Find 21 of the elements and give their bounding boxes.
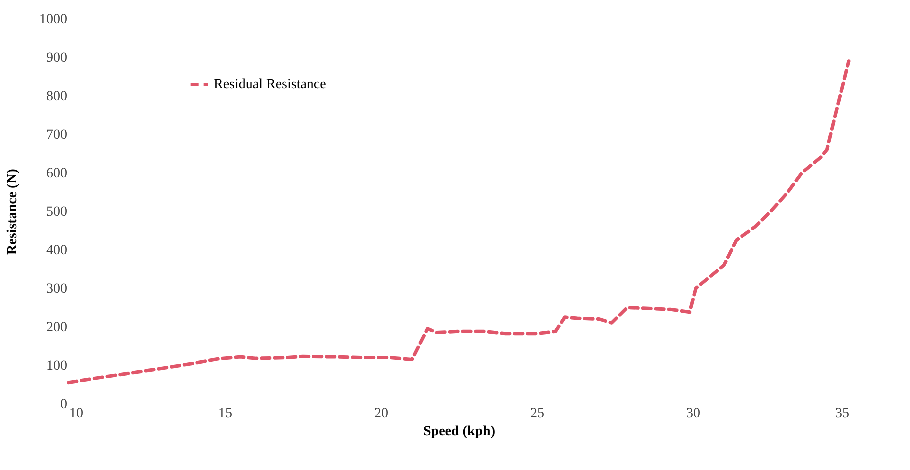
y-tick-label: 1000 xyxy=(40,12,68,28)
y-tick-label: 100 xyxy=(46,359,68,374)
x-tick-label: 20 xyxy=(374,406,388,422)
y-tick-label: 800 xyxy=(46,90,68,104)
x-tick-label: 25 xyxy=(530,406,544,422)
x-tick-label: 15 xyxy=(218,406,232,422)
y-axis-title: Resistance (N) xyxy=(6,168,20,255)
y-tick-label: 700 xyxy=(46,128,68,143)
y-tick-label: 400 xyxy=(46,244,68,258)
legend-label: Residual Resistance xyxy=(214,78,326,92)
y-tick-label: 900 xyxy=(46,51,68,66)
y-tick-label: 200 xyxy=(46,320,68,336)
x-axis-title: Speed (kph) xyxy=(424,424,496,440)
y-tick-label: 500 xyxy=(46,205,68,220)
y-tick-label: 0 xyxy=(60,398,68,412)
x-tick-label: 10 xyxy=(70,406,84,422)
y-tick-label: 600 xyxy=(46,166,68,182)
x-tick-label: 35 xyxy=(836,406,850,422)
x-tick-label: 30 xyxy=(686,406,700,422)
line-series xyxy=(67,60,851,385)
y-tick-label: 300 xyxy=(46,282,68,297)
